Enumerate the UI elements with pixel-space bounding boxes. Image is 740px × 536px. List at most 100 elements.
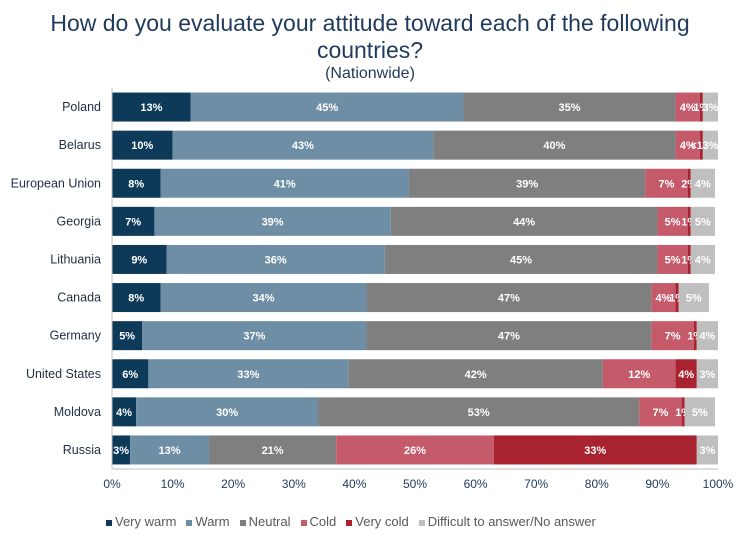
bar-segment <box>651 321 694 351</box>
data-label: 3% <box>699 445 715 457</box>
bar-segment <box>696 435 718 465</box>
x-tick-label: 30% <box>282 477 306 491</box>
data-label: 44% <box>513 216 535 228</box>
bar-segment <box>142 321 367 351</box>
data-label: 45% <box>510 254 532 266</box>
x-tick-label: 0% <box>103 477 121 491</box>
data-label: 13% <box>140 102 162 114</box>
bar-segment <box>651 283 676 313</box>
bar-segment <box>690 206 715 236</box>
bar-segment <box>112 168 161 198</box>
legend-item: Warm <box>186 514 230 529</box>
legend-label: Difficult to answer/No answer <box>427 514 596 529</box>
category-label: Canada <box>57 291 101 305</box>
bar-segment <box>675 130 700 160</box>
data-label: 26% <box>404 445 426 457</box>
data-label: 4% <box>680 102 696 114</box>
legend-item: Neutral <box>239 514 291 529</box>
data-label: 4% <box>656 293 672 305</box>
x-tick-label: 50% <box>403 477 427 491</box>
bar-segment <box>366 283 652 313</box>
data-label: 43% <box>292 140 314 152</box>
data-label: 8% <box>128 293 144 305</box>
bar-segment <box>690 168 715 198</box>
data-label: 47% <box>498 293 520 305</box>
bar-segment <box>112 130 173 160</box>
bar-segment <box>645 168 688 198</box>
chart-title: How do you evaluate your attitude toward… <box>50 10 690 63</box>
data-label: 9% <box>131 254 147 266</box>
bar-segment <box>172 130 434 160</box>
legend-swatch <box>239 519 246 526</box>
bar-segment <box>696 321 718 351</box>
bar-segment <box>112 435 131 465</box>
data-label: 3% <box>702 102 718 114</box>
bar-segment <box>130 435 209 465</box>
bar-segment <box>348 359 603 389</box>
data-label: 10% <box>131 140 153 152</box>
data-label: 4% <box>699 331 715 343</box>
bar-segment <box>696 359 718 389</box>
bar-segment <box>136 397 319 427</box>
bar-segment <box>693 321 697 351</box>
bar-segment <box>639 397 682 427</box>
data-label: 4% <box>680 140 696 152</box>
category-label: Georgia <box>57 214 102 228</box>
bar-segment <box>684 397 715 427</box>
data-label: 53% <box>468 407 490 419</box>
data-label: 7% <box>665 331 681 343</box>
bar-segment <box>675 283 679 313</box>
bar-segment <box>678 283 709 313</box>
legend-label: Warm <box>195 514 230 529</box>
bar-segment <box>675 359 697 389</box>
bar-segment <box>408 168 646 198</box>
data-label: 3% <box>699 369 715 381</box>
legend-item: Very cold <box>346 514 409 529</box>
data-label: 47% <box>498 331 520 343</box>
data-label: 12% <box>628 369 650 381</box>
data-label: 21% <box>262 445 284 457</box>
data-label: 45% <box>316 102 338 114</box>
data-label: 35% <box>559 102 581 114</box>
bar-segment <box>681 397 685 427</box>
data-label: 3% <box>702 140 718 152</box>
bar-segment <box>657 244 688 274</box>
bar-segment <box>657 206 688 236</box>
bar-segment <box>366 321 652 351</box>
bar-segment <box>160 168 409 198</box>
bar-segment <box>687 244 691 274</box>
bar-segment <box>190 92 464 122</box>
bar-segment <box>493 435 697 465</box>
data-label: 7% <box>125 216 141 228</box>
bar-segment <box>690 244 715 274</box>
legend-swatch <box>186 519 193 526</box>
category-label: European Union <box>11 176 101 190</box>
x-tick-label: 60% <box>464 477 488 491</box>
data-label: 42% <box>465 369 487 381</box>
bar-segment <box>112 92 191 122</box>
data-label: 5% <box>665 216 681 228</box>
bar-segment <box>384 244 658 274</box>
bar-segment <box>687 206 691 236</box>
bar-segment <box>675 92 700 122</box>
data-label: 5% <box>665 254 681 266</box>
data-label: 13% <box>159 445 181 457</box>
bar-segment <box>390 206 658 236</box>
legend-item: Difficult to answer/No answer <box>418 514 596 529</box>
bar-segment <box>166 244 385 274</box>
data-label: 7% <box>659 178 675 190</box>
legend-item: Very warm <box>106 514 176 529</box>
legend-item: Cold <box>300 514 336 529</box>
category-label: Moldova <box>54 405 101 419</box>
bar-segment <box>208 435 337 465</box>
bar-segment <box>699 130 703 160</box>
category-label: Germany <box>50 329 102 343</box>
bar-segment <box>112 206 155 236</box>
bar-segment <box>148 359 349 389</box>
bar-segment <box>112 283 161 313</box>
chart-legend: Very warm Warm Neutral Cold Very cold Difficu… <box>106 514 606 529</box>
data-label: 4% <box>116 407 132 419</box>
x-tick-label: 10% <box>161 477 185 491</box>
x-tick-label: 40% <box>342 477 366 491</box>
